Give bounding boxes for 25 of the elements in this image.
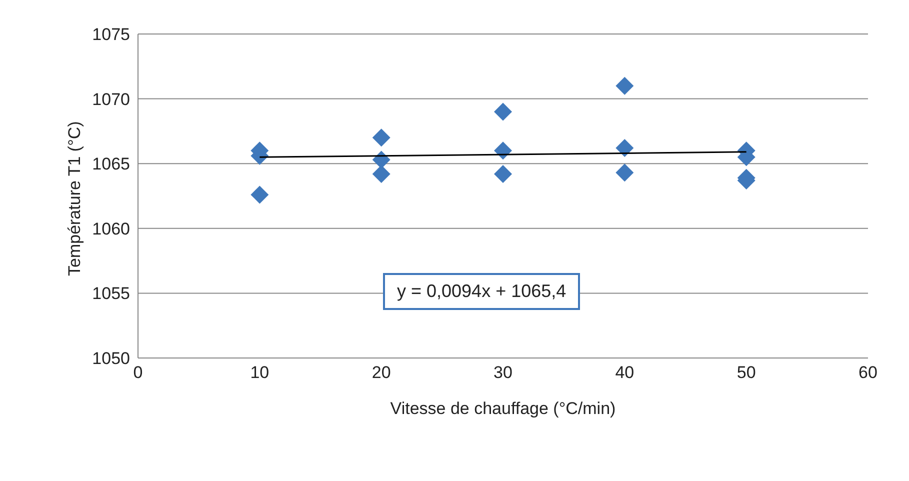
point: [494, 142, 512, 160]
annotation: y = 0,0094x + 1065,4: [383, 272, 580, 310]
point: [372, 128, 390, 147]
x-tick-label: 10: [250, 363, 270, 382]
point: [616, 164, 634, 182]
x-axis-title: Vitesse de chauffage (°C/min): [390, 399, 616, 418]
x-tick-label: 20: [372, 363, 391, 382]
point: [616, 139, 634, 158]
x-tick-label: 40: [615, 363, 634, 382]
x-tick-label: 30: [494, 363, 512, 382]
y-tick-label: 1065: [92, 154, 130, 174]
x-tick-label: 60: [858, 363, 878, 382]
point: [616, 76, 634, 95]
point: [372, 164, 390, 183]
y-tick-label: 1060: [92, 219, 130, 238]
y-axis-title: Température T1 (°C): [65, 121, 84, 276]
y-tick-label: 1070: [92, 90, 130, 109]
y-tick-label: 1075: [92, 25, 130, 44]
y-tick-label: 1055: [92, 284, 130, 304]
y-tick-label: 1050: [92, 349, 130, 368]
point: [250, 186, 269, 204]
x-tick-label: 50: [736, 363, 756, 382]
point: [494, 102, 512, 121]
point: [494, 164, 512, 183]
x-tick-label: 0: [133, 363, 143, 382]
